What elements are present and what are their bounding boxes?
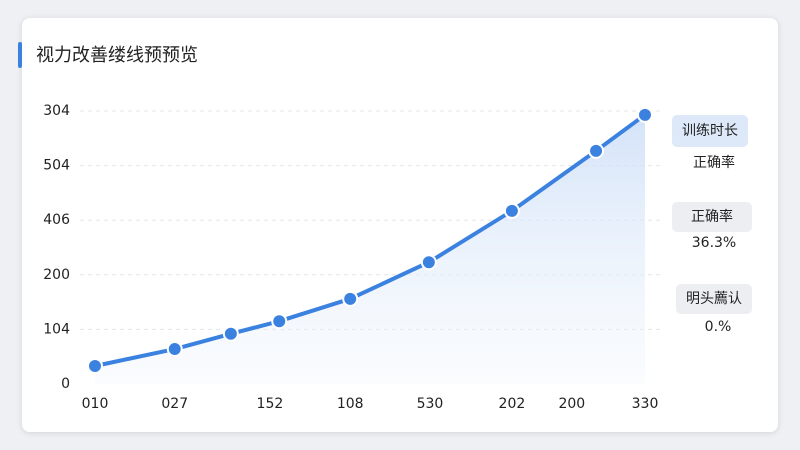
point <box>420 254 437 271</box>
point <box>342 290 359 307</box>
point <box>222 325 239 342</box>
y-tick-label: 406 <box>43 212 70 228</box>
panel-label: 正确率 <box>691 208 733 225</box>
point <box>271 313 288 330</box>
area <box>95 114 645 385</box>
x-tick-label: 200 <box>558 396 585 412</box>
panel-chip <box>672 115 748 147</box>
point <box>87 357 103 374</box>
x-tick-label: 010 <box>82 396 109 412</box>
y-tick-label: 0 <box>61 376 70 392</box>
panel-value: 36.3% <box>692 235 736 251</box>
y-tick-label: 200 <box>43 267 70 283</box>
point <box>637 106 653 123</box>
y-tick-label: 304 <box>43 103 70 119</box>
panel-label: 训练时长 <box>682 123 738 139</box>
panel-value: 正确率 <box>693 154 735 171</box>
x-tick-label: 530 <box>417 396 444 412</box>
x-tick-label: 152 <box>257 396 284 412</box>
point <box>588 142 605 159</box>
y-tick-label: 104 <box>43 321 70 337</box>
title-accent <box>18 42 22 68</box>
y-tick-label: 504 <box>43 158 70 174</box>
point <box>166 341 183 358</box>
panel-chip <box>672 202 752 232</box>
panel-value: 0.% <box>705 319 732 335</box>
x-tick-label: 027 <box>161 396 188 412</box>
panel-label: 明头薦认 <box>686 291 742 307</box>
panel-chip <box>676 284 752 314</box>
x-tick-label: 330 <box>632 396 659 412</box>
point <box>503 202 520 219</box>
chart-title: 视力改善缕线预预览 <box>36 45 198 66</box>
x-tick-label: 202 <box>499 396 526 412</box>
x-tick-label: 108 <box>337 396 364 412</box>
